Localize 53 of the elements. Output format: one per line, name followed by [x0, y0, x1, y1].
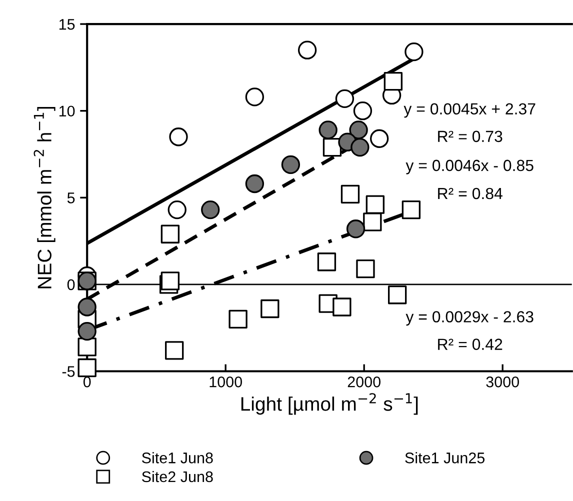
y-tick-label: 0: [67, 279, 75, 290]
point: [78, 298, 96, 316]
point: [281, 155, 300, 174]
x-axis-title: Light [µmol m$^{−2}$ s$^{−1}$]: [241, 393, 418, 415]
point: [346, 220, 366, 238]
point: [404, 42, 424, 62]
point: [366, 195, 385, 214]
y-tick-label: -5: [62, 366, 75, 377]
point: [228, 310, 248, 329]
y-axis-title: NEC [mmol m$^{−2}$ h$^{−1}$]: [34, 107, 56, 288]
point: [384, 72, 403, 91]
x-tick-label: 2000: [348, 376, 380, 388]
point: [402, 200, 421, 220]
point: [160, 272, 180, 290]
point: [165, 341, 184, 360]
point: [356, 259, 375, 278]
annotation: y = 0.0029x - 2.63: [406, 311, 534, 326]
point: [160, 224, 180, 244]
annotation: y = 0.0046x - 0.85: [406, 160, 534, 174]
x-tick-label: 3000: [486, 376, 519, 388]
y-tick-label: 5: [67, 192, 75, 204]
annotation: R² = 0.73: [438, 130, 502, 142]
y-tick-label: 10: [59, 106, 75, 117]
point: [370, 129, 389, 148]
point: [317, 252, 336, 272]
annotation: R² = 0.42: [438, 338, 502, 350]
point: [318, 120, 338, 140]
point: [332, 298, 352, 316]
annotation: y = 0.0045x + 2.37: [404, 103, 536, 118]
point: [78, 338, 96, 356]
point: [245, 174, 264, 194]
x-tick-label: 0: [83, 376, 91, 388]
point: [245, 88, 264, 106]
legend-label: Site2 Jun8: [142, 470, 213, 482]
legend-label: Site1 Jun25: [405, 452, 485, 464]
point: [78, 322, 96, 341]
point: [350, 138, 370, 157]
point: [168, 200, 186, 220]
point: [349, 120, 368, 140]
point: [363, 212, 382, 232]
point: [335, 89, 354, 108]
x-tick-label: 1000: [210, 376, 242, 388]
annotation: R² = 0.84: [438, 188, 502, 200]
point: [353, 102, 372, 120]
point: [201, 200, 220, 220]
point: [388, 286, 407, 304]
point: [169, 128, 188, 146]
point: [298, 40, 317, 60]
point: [340, 184, 360, 204]
y-tick-label: 15: [59, 19, 75, 30]
point: [78, 358, 96, 378]
legend-label: Site1 Jun8: [142, 452, 213, 464]
point: [260, 299, 280, 318]
